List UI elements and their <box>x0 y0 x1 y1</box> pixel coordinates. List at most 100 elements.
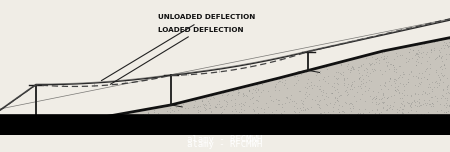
Point <box>281 120 288 123</box>
Point <box>224 94 231 97</box>
Point <box>265 113 272 115</box>
Point <box>433 118 440 120</box>
Point <box>136 126 143 128</box>
Point <box>360 127 367 129</box>
Point <box>304 82 311 85</box>
Point <box>430 41 437 43</box>
Point <box>182 114 189 116</box>
Point <box>156 130 163 132</box>
Point <box>422 133 429 135</box>
Point <box>407 109 414 111</box>
Point <box>314 103 321 105</box>
Point <box>217 116 225 118</box>
Point <box>54 125 61 128</box>
Point <box>377 88 384 90</box>
Point <box>207 119 214 121</box>
Point <box>423 104 430 106</box>
Point <box>249 118 256 120</box>
Point <box>329 105 336 108</box>
Point <box>277 80 284 82</box>
Point <box>317 70 324 72</box>
Point <box>134 130 141 133</box>
Point <box>388 119 395 121</box>
Point <box>237 111 244 113</box>
Point <box>312 74 319 76</box>
Point <box>266 115 273 117</box>
Point <box>241 132 248 134</box>
Point <box>205 107 212 109</box>
Point <box>385 95 392 98</box>
Point <box>437 72 445 74</box>
Point <box>426 85 433 88</box>
Point <box>386 104 393 107</box>
Point <box>52 132 59 134</box>
Point <box>273 128 280 130</box>
Point <box>296 90 303 92</box>
Point <box>446 92 450 94</box>
Point <box>185 122 192 124</box>
Point <box>183 100 190 103</box>
Polygon shape <box>0 38 450 135</box>
Point <box>51 122 59 125</box>
Point <box>444 46 450 48</box>
Point <box>344 83 351 86</box>
Point <box>429 105 436 107</box>
Point <box>345 124 352 126</box>
Point <box>386 79 393 82</box>
Point <box>367 133 374 135</box>
Point <box>251 129 258 132</box>
Point <box>242 132 249 134</box>
Point <box>302 122 309 125</box>
Point <box>102 116 109 118</box>
Point <box>281 82 288 85</box>
Point <box>132 118 140 120</box>
Point <box>373 57 380 59</box>
Point <box>404 110 411 113</box>
Point <box>258 81 265 84</box>
Point <box>302 97 309 99</box>
Point <box>341 82 348 84</box>
Point <box>211 116 218 118</box>
Point <box>347 69 354 71</box>
Point <box>338 64 345 67</box>
Point <box>249 96 256 98</box>
Point <box>40 133 47 135</box>
Point <box>314 71 321 74</box>
Point <box>424 129 431 131</box>
Point <box>414 121 421 123</box>
Point <box>412 109 419 112</box>
Point <box>383 104 391 106</box>
Point <box>373 52 380 54</box>
Point <box>387 95 395 97</box>
Point <box>113 125 121 127</box>
Point <box>440 63 447 66</box>
Point <box>78 128 85 131</box>
Point <box>323 68 330 71</box>
Point <box>259 117 266 119</box>
Point <box>413 75 420 77</box>
Point <box>6 133 14 135</box>
Text: alamy - RFCMWH: alamy - RFCMWH <box>187 135 263 144</box>
Point <box>436 54 443 56</box>
Point <box>334 96 341 99</box>
Point <box>421 112 428 115</box>
Point <box>284 133 291 135</box>
Point <box>403 94 410 97</box>
Point <box>299 102 306 105</box>
Point <box>400 105 408 107</box>
Text: UNLOADED DEFLECTION: UNLOADED DEFLECTION <box>101 14 255 81</box>
Point <box>379 97 386 99</box>
Point <box>115 119 122 121</box>
Point <box>73 122 81 124</box>
Point <box>428 96 435 98</box>
Point <box>378 101 386 104</box>
Point <box>370 90 377 93</box>
Point <box>189 114 197 116</box>
Point <box>406 48 414 50</box>
Point <box>357 114 364 117</box>
Point <box>271 89 278 92</box>
Point <box>176 119 184 122</box>
Point <box>64 123 72 125</box>
Point <box>373 60 380 63</box>
Point <box>415 98 423 100</box>
